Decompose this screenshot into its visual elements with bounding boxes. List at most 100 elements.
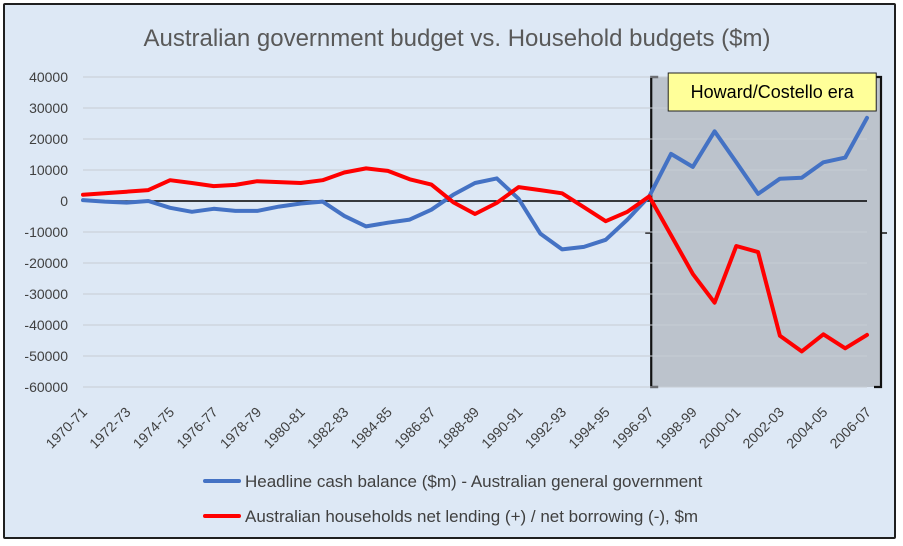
x-tick-label: 1998-99 xyxy=(652,404,700,452)
series-2-point xyxy=(495,201,499,205)
series-1-point xyxy=(146,199,150,203)
legend-label-1: Headline cash balance ($m) - Australian … xyxy=(245,472,703,491)
series-1-point xyxy=(669,152,673,156)
series-2-point xyxy=(734,244,738,248)
y-tick-label: -40000 xyxy=(24,317,68,333)
series-2-point xyxy=(103,191,107,195)
series-1-point xyxy=(408,218,412,222)
x-tick-label: 1982-83 xyxy=(304,404,352,452)
series-1-point xyxy=(604,238,608,242)
series-1-point xyxy=(233,209,237,213)
series-2-point xyxy=(190,181,194,185)
series-2-point xyxy=(146,188,150,192)
series-2-point xyxy=(386,169,390,173)
series-2-point xyxy=(713,301,717,305)
series-1-point xyxy=(843,156,847,160)
series-1-point xyxy=(517,197,521,201)
y-tick-label: -20000 xyxy=(24,255,68,271)
x-tick-label: 1990-91 xyxy=(478,404,526,452)
series-1-point xyxy=(342,214,346,218)
y-tick-label: 0 xyxy=(60,193,68,209)
series-1-point xyxy=(560,247,564,251)
y-tick-label: -10000 xyxy=(24,224,68,240)
chart-title: Australian government budget vs. Househo… xyxy=(143,25,770,52)
series-2-point xyxy=(277,180,281,184)
series-2-point xyxy=(821,332,825,336)
y-tick-label: -50000 xyxy=(24,348,68,364)
series-1-point xyxy=(386,221,390,225)
series-2-point xyxy=(321,178,325,182)
series-1-point xyxy=(81,198,85,202)
chart-frame: Australian government budget vs. Househo… xyxy=(3,3,896,539)
series-2-point xyxy=(517,185,521,189)
x-tick-label: 2004-05 xyxy=(783,404,831,452)
series-2-point xyxy=(778,334,782,338)
series-1-point xyxy=(190,210,194,214)
x-tick-label: 1996-97 xyxy=(609,404,657,452)
x-tick-label: 1984-85 xyxy=(347,404,395,452)
series-1-point xyxy=(778,177,782,181)
series-2-point xyxy=(299,181,303,185)
series-2-point xyxy=(81,193,85,197)
series-2-point xyxy=(429,183,433,187)
series-1-point xyxy=(299,201,303,205)
series-1-point xyxy=(364,224,368,228)
x-tick-label: 1988-89 xyxy=(434,404,482,452)
series-1-point xyxy=(321,200,325,204)
legend-label-2: Australian households net lending (+) / … xyxy=(245,507,698,526)
series-1-point xyxy=(212,207,216,211)
series-2-point xyxy=(604,219,608,223)
series-2-point xyxy=(691,272,695,276)
x-tick-label: 1980-81 xyxy=(260,404,308,452)
series-2-point xyxy=(843,346,847,350)
series-1-point xyxy=(168,206,172,210)
series-2-point xyxy=(647,194,651,198)
series-2-point xyxy=(560,191,564,195)
series-2-point xyxy=(408,177,412,181)
series-1-point xyxy=(800,176,804,180)
series-2-point xyxy=(800,349,804,353)
y-tick-label: 40000 xyxy=(29,69,68,85)
series-2-point xyxy=(255,179,259,183)
x-tick-label: 1986-87 xyxy=(391,404,439,452)
series-1-point xyxy=(625,218,629,222)
series-1-point xyxy=(451,193,455,197)
series-1-point xyxy=(255,209,259,213)
series-1-point xyxy=(495,176,499,180)
series-1-point xyxy=(277,205,281,209)
y-tick-label: 30000 xyxy=(29,100,68,116)
series-2-point xyxy=(473,212,477,216)
x-tick-label: 1972-73 xyxy=(86,404,134,452)
series-1-point xyxy=(734,160,738,164)
y-tick-label: 20000 xyxy=(29,131,68,147)
x-tick-label: 1976-77 xyxy=(173,404,221,452)
y-tick-label: -30000 xyxy=(24,286,68,302)
series-1-point xyxy=(538,232,542,236)
series-1-point xyxy=(691,165,695,169)
series-2-point xyxy=(212,184,216,188)
series-2-point xyxy=(342,170,346,174)
annotation-box xyxy=(667,72,877,112)
series-1-point xyxy=(582,245,586,249)
series-2-point xyxy=(125,190,129,194)
series-2-point xyxy=(865,333,869,337)
annotation-label: Howard/Costello era xyxy=(691,82,855,102)
x-tick-label: 1974-75 xyxy=(130,404,178,452)
series-2-point xyxy=(538,188,542,192)
chart-svg: Australian government budget vs. Househo… xyxy=(24,25,887,526)
series-2-point xyxy=(756,250,760,254)
x-tick-label: 1978-79 xyxy=(217,404,265,452)
y-tick-label: 10000 xyxy=(29,162,68,178)
series-2-point xyxy=(451,200,455,204)
series-2-point xyxy=(233,183,237,187)
x-tick-label: 2006-07 xyxy=(826,404,874,452)
series-1-point xyxy=(865,116,869,120)
x-tick-label: 2000-01 xyxy=(696,404,744,452)
series-2-point xyxy=(168,178,172,182)
series-1-point xyxy=(473,181,477,185)
x-tick-label: 1970-71 xyxy=(42,404,90,452)
series-2-point xyxy=(364,166,368,170)
x-tick-label: 1994-95 xyxy=(565,404,613,452)
x-tick-label: 1992-93 xyxy=(522,404,570,452)
series-1-point xyxy=(103,200,107,204)
